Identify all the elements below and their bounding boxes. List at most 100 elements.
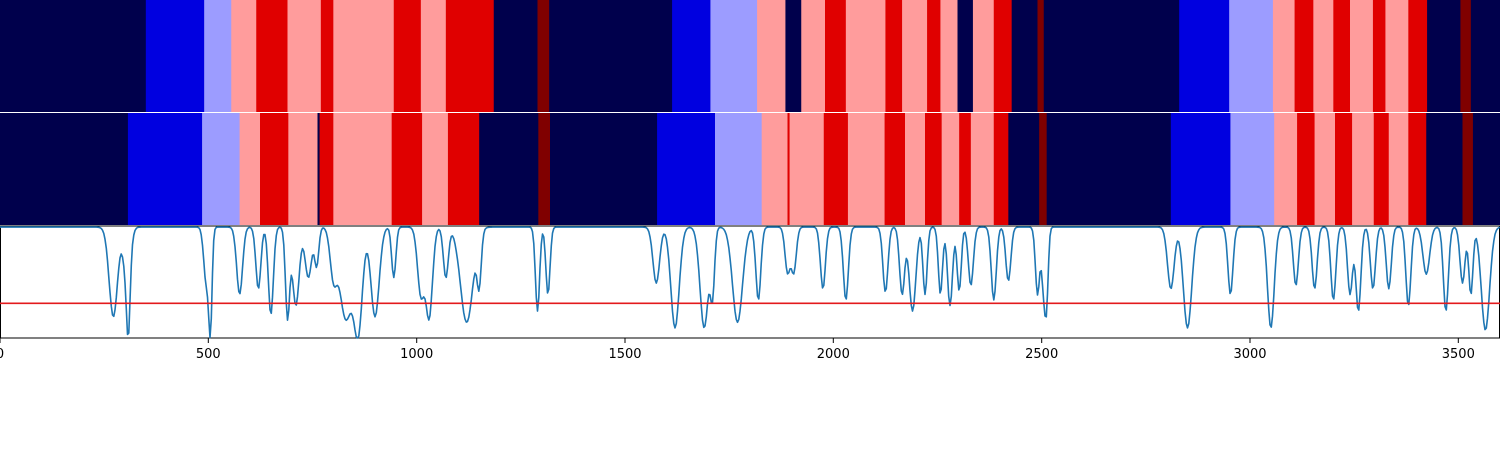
strip-segment xyxy=(902,0,928,112)
strip-segment xyxy=(1408,0,1428,112)
strip-segment xyxy=(256,0,288,112)
x-tick-label: 2000 xyxy=(817,347,850,362)
strip-segment xyxy=(1372,0,1386,112)
strip-segment xyxy=(1008,113,1040,225)
strip-2 xyxy=(0,113,1500,225)
x-tick-label: 3000 xyxy=(1233,347,1266,362)
strip-segment xyxy=(204,0,232,112)
strip-segment xyxy=(0,113,129,225)
strip-segment xyxy=(493,0,538,112)
strip-segment xyxy=(847,113,885,225)
strip-segment xyxy=(333,113,393,225)
strip-segment xyxy=(823,113,849,225)
strip-segment xyxy=(538,113,551,225)
strip-segment xyxy=(941,113,960,225)
strip-1 xyxy=(0,0,1500,112)
x-tick-label: 1500 xyxy=(608,347,641,362)
x-tick-label: 3500 xyxy=(1442,347,1475,362)
strip-segment xyxy=(785,0,802,112)
strip-segment xyxy=(885,0,903,112)
strip-segment xyxy=(1229,0,1274,112)
strip-segment xyxy=(287,0,322,112)
strip-segment xyxy=(905,113,926,225)
strip-segment xyxy=(884,113,906,225)
strip-segment xyxy=(1408,113,1427,225)
strip-segment xyxy=(789,113,825,225)
strip-segment xyxy=(1427,0,1461,112)
strip-segment xyxy=(1352,113,1375,225)
strip-segment xyxy=(959,113,972,225)
strip-segment xyxy=(479,113,539,225)
strip-segment xyxy=(1037,0,1045,112)
strip-segment xyxy=(1170,113,1231,225)
strip-segment xyxy=(391,113,423,225)
strip-segment xyxy=(1274,113,1298,225)
strip-segment xyxy=(1043,0,1180,112)
strip-segment xyxy=(1350,0,1374,112)
strip-segment xyxy=(993,0,1013,112)
strip-segment xyxy=(1335,113,1353,225)
strip-segment xyxy=(549,0,673,112)
strip-segment xyxy=(317,113,320,225)
strip-segment xyxy=(1179,0,1230,112)
strip-segment xyxy=(537,0,550,112)
strip-segment xyxy=(825,0,847,112)
strip-segment xyxy=(445,0,495,112)
strip-segment xyxy=(1294,0,1314,112)
x-tick-label: 1000 xyxy=(400,347,433,362)
strip-segment xyxy=(550,113,658,225)
strip-segment xyxy=(422,113,449,225)
strip-segment xyxy=(970,113,995,225)
x-tick-label: 2500 xyxy=(1025,347,1058,362)
strip-segment xyxy=(319,113,334,225)
strip-segment xyxy=(1011,0,1038,112)
strip-segment xyxy=(320,0,334,112)
strip-segment xyxy=(1472,113,1500,225)
strip-segment xyxy=(1460,0,1472,112)
strip-segment xyxy=(1388,113,1409,225)
strip-segment xyxy=(1313,0,1334,112)
signal-line xyxy=(0,226,1500,339)
strip-segment xyxy=(657,113,716,225)
strip-segment xyxy=(393,0,422,112)
strip-segment xyxy=(1385,0,1409,112)
strip-segment xyxy=(672,0,711,112)
strip-segment xyxy=(710,0,758,112)
strip-segment xyxy=(239,113,261,225)
strip-segment xyxy=(202,113,240,225)
x-tick-label: 500 xyxy=(196,347,221,362)
strip-segment xyxy=(940,0,958,112)
strip-segment xyxy=(1297,113,1315,225)
strip-segment xyxy=(925,113,943,225)
strip-segment xyxy=(927,0,941,112)
strip-segment xyxy=(1462,113,1474,225)
strip-segment xyxy=(1272,0,1295,112)
strip-segment xyxy=(972,0,995,112)
strip-segment xyxy=(957,0,974,112)
strip-segment xyxy=(127,113,203,225)
strip-segment xyxy=(1314,113,1336,225)
strip-segment xyxy=(715,113,763,225)
strip-segment xyxy=(231,0,257,112)
strip-segment xyxy=(1039,113,1048,225)
strip-segment xyxy=(260,113,289,225)
strip-segment xyxy=(1046,113,1172,225)
strip-segment xyxy=(288,113,318,225)
strip-segment xyxy=(333,0,395,112)
strip-segment xyxy=(145,0,205,112)
strip-segment xyxy=(0,0,147,112)
strip-segment xyxy=(1373,113,1390,225)
strip-segment xyxy=(1333,0,1351,112)
strip-segment xyxy=(993,113,1009,225)
strip-segment xyxy=(845,0,886,112)
strip-segment xyxy=(761,113,788,225)
strip-segment xyxy=(447,113,480,225)
strip-segment xyxy=(757,0,786,112)
strip-segment xyxy=(1230,113,1275,225)
strip-segment xyxy=(801,0,826,112)
strip-segment xyxy=(1470,0,1500,112)
strip-segment xyxy=(1426,113,1463,225)
strip-segment xyxy=(420,0,447,112)
